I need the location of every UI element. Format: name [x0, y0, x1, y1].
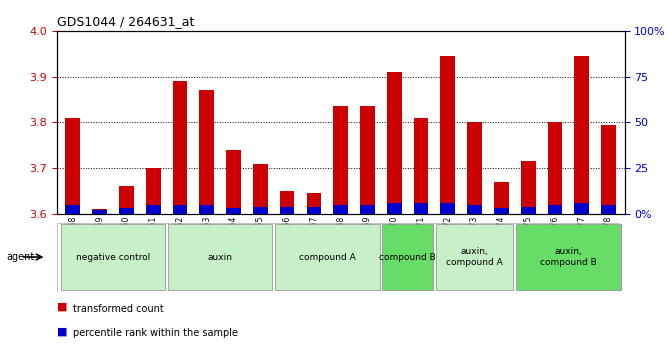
Bar	[467, 205, 482, 214]
Bar	[146, 168, 160, 214]
Bar	[548, 122, 562, 214]
Bar	[280, 191, 295, 214]
Bar	[360, 205, 375, 214]
Bar	[307, 193, 321, 214]
Bar	[200, 205, 214, 214]
Bar	[574, 56, 589, 214]
Text: negative control: negative control	[76, 253, 150, 262]
Bar	[467, 122, 482, 214]
FancyBboxPatch shape	[516, 224, 621, 290]
Bar	[494, 182, 509, 214]
Bar	[494, 208, 509, 214]
Text: compound A: compound A	[299, 253, 355, 262]
Bar	[172, 81, 187, 214]
Text: ■: ■	[57, 302, 67, 312]
Bar	[521, 207, 536, 214]
Bar	[119, 208, 134, 214]
Text: agent: agent	[7, 252, 35, 262]
Bar	[387, 203, 401, 214]
FancyBboxPatch shape	[275, 224, 379, 290]
FancyBboxPatch shape	[61, 224, 165, 290]
Bar	[92, 210, 107, 214]
Bar	[333, 205, 348, 214]
Text: auxin: auxin	[208, 253, 232, 262]
Bar	[65, 205, 80, 214]
Bar	[548, 205, 562, 214]
Bar	[333, 107, 348, 214]
FancyBboxPatch shape	[382, 224, 433, 290]
Bar	[226, 208, 241, 214]
Text: auxin,
compound A: auxin, compound A	[446, 247, 503, 267]
Bar	[119, 187, 134, 214]
Bar	[440, 56, 455, 214]
Bar	[413, 118, 428, 214]
Bar	[253, 207, 268, 214]
Bar	[146, 205, 160, 214]
Bar	[360, 107, 375, 214]
Bar	[601, 125, 616, 214]
Bar	[574, 203, 589, 214]
Bar	[521, 161, 536, 214]
Bar	[253, 164, 268, 214]
Bar	[92, 209, 107, 214]
Text: GDS1044 / 264631_at: GDS1044 / 264631_at	[57, 16, 194, 29]
Text: percentile rank within the sample: percentile rank within the sample	[73, 328, 238, 338]
Text: auxin,
compound B: auxin, compound B	[540, 247, 597, 267]
Bar	[413, 203, 428, 214]
Bar	[200, 90, 214, 214]
Text: compound B: compound B	[379, 253, 436, 262]
Bar	[387, 72, 401, 214]
FancyBboxPatch shape	[168, 224, 273, 290]
Bar	[65, 118, 80, 214]
Bar	[601, 205, 616, 214]
Bar	[440, 203, 455, 214]
Text: ■: ■	[57, 326, 67, 336]
Bar	[172, 205, 187, 214]
Bar	[307, 207, 321, 214]
FancyBboxPatch shape	[436, 224, 514, 290]
Bar	[280, 207, 295, 214]
Text: transformed count: transformed count	[73, 304, 164, 314]
Bar	[226, 150, 241, 214]
